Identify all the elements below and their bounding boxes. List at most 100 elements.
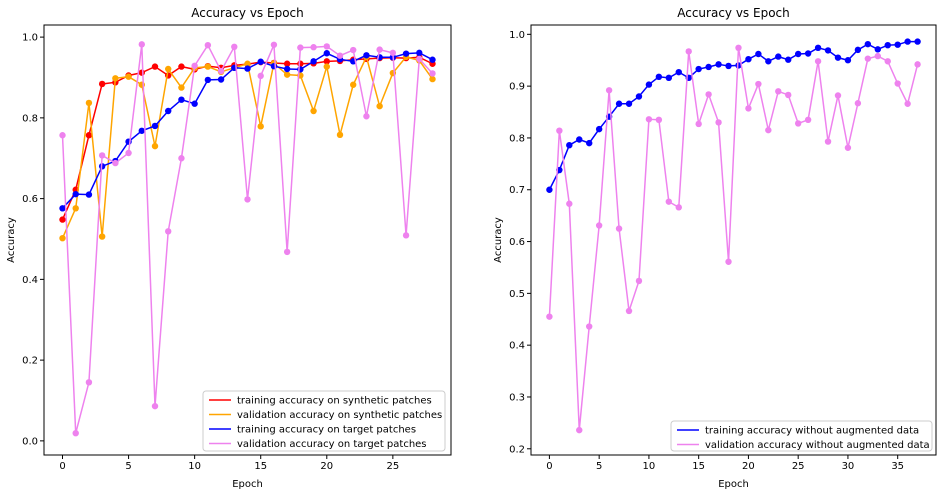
x-tick-label: 35 bbox=[891, 461, 904, 472]
data-point bbox=[257, 72, 264, 80]
data-point bbox=[336, 131, 344, 139]
data-point bbox=[429, 56, 436, 63]
y-tick-label: 0.6 bbox=[509, 237, 525, 248]
y-tick-label: 0.7 bbox=[509, 185, 525, 196]
data-point bbox=[323, 58, 330, 65]
data-point bbox=[665, 198, 673, 205]
chart-left: Accuracy vs Epoch 0 5 10 15 20 25 0.00.20.40.… bbox=[6, 6, 452, 490]
data-point bbox=[775, 88, 782, 95]
y-tick-label: 0.2 bbox=[22, 356, 38, 367]
data-point bbox=[283, 60, 291, 67]
data-point bbox=[635, 277, 643, 285]
data-point bbox=[914, 38, 921, 45]
y-tick-label: 0.0 bbox=[22, 436, 38, 447]
data-point bbox=[546, 313, 553, 320]
data-point bbox=[376, 46, 383, 53]
data-point bbox=[138, 69, 145, 76]
data-point bbox=[59, 216, 66, 223]
x-axis-label: Epoch bbox=[232, 479, 263, 490]
data-point bbox=[257, 58, 264, 65]
data-point bbox=[283, 248, 291, 256]
data-point bbox=[874, 46, 881, 53]
y-tick-label: 1.0 bbox=[22, 33, 38, 44]
data-point bbox=[824, 47, 832, 54]
data-point bbox=[310, 107, 317, 115]
chart-title: Accuracy vs Epoch bbox=[191, 6, 304, 20]
y-tick-label: 0.5 bbox=[509, 289, 525, 300]
x-axis: 0 5 10 15 20 25 30 35 bbox=[546, 455, 904, 472]
data-point bbox=[297, 60, 304, 67]
data-point bbox=[178, 96, 185, 103]
data-point bbox=[586, 139, 593, 147]
data-point bbox=[151, 142, 159, 150]
data-point bbox=[350, 46, 357, 54]
data-point bbox=[615, 100, 623, 107]
data-point bbox=[914, 61, 921, 68]
data-point bbox=[138, 127, 145, 134]
data-point bbox=[204, 41, 212, 49]
data-point bbox=[546, 186, 553, 193]
data-point bbox=[191, 62, 198, 69]
data-point bbox=[576, 136, 583, 143]
y-tick-label: 0.8 bbox=[509, 133, 525, 144]
data-point bbox=[98, 152, 106, 159]
legend: training accuracy without augmented data… bbox=[670, 420, 933, 452]
data-point bbox=[894, 41, 901, 48]
y-tick-label: 0.3 bbox=[509, 392, 525, 403]
data-point bbox=[191, 100, 198, 107]
data-point bbox=[595, 125, 603, 133]
data-point bbox=[350, 81, 357, 88]
data-point bbox=[231, 43, 238, 50]
data-point bbox=[755, 80, 762, 88]
data-point bbox=[429, 75, 436, 83]
data-point bbox=[85, 191, 93, 198]
data-point bbox=[217, 67, 225, 75]
y-tick-label: 0.8 bbox=[22, 113, 38, 124]
data-point bbox=[178, 155, 185, 162]
data-point bbox=[416, 49, 423, 57]
data-point bbox=[725, 62, 732, 70]
x-tick-label: 0 bbox=[59, 461, 65, 472]
data-point bbox=[217, 76, 225, 83]
data-point bbox=[257, 123, 264, 130]
data-point bbox=[645, 81, 653, 88]
legend-label: validation accuracy without augmented da… bbox=[705, 440, 930, 451]
data-point bbox=[854, 100, 862, 107]
data-point bbox=[685, 48, 692, 55]
data-point bbox=[85, 132, 93, 139]
data-point bbox=[695, 120, 702, 128]
y-axis-label: Accuracy bbox=[6, 217, 17, 263]
data-point bbox=[715, 61, 722, 68]
x-tick-label: 5 bbox=[596, 461, 602, 472]
x-tick-label: 20 bbox=[320, 461, 333, 472]
data-point bbox=[894, 80, 901, 87]
x-axis: 0 5 10 15 20 25 bbox=[59, 455, 399, 472]
data-point bbox=[884, 42, 891, 49]
data-point bbox=[323, 50, 330, 57]
data-point bbox=[745, 105, 752, 112]
data-point bbox=[695, 65, 702, 73]
data-point bbox=[715, 119, 722, 126]
data-point bbox=[794, 50, 802, 58]
data-point bbox=[864, 40, 872, 48]
data-point bbox=[72, 190, 79, 198]
data-point bbox=[98, 80, 106, 88]
x-tick-label: 25 bbox=[792, 461, 805, 472]
data-point bbox=[98, 233, 106, 240]
data-point bbox=[725, 258, 732, 265]
y-tick-label: 1.0 bbox=[509, 30, 525, 41]
data-point bbox=[834, 92, 842, 99]
data-point bbox=[864, 55, 872, 62]
data-point bbox=[138, 41, 145, 48]
legend-label: validation accuracy on synthetic patches bbox=[237, 410, 442, 421]
data-point bbox=[363, 113, 370, 120]
data-point bbox=[844, 57, 852, 64]
data-point bbox=[59, 205, 66, 212]
plot-area bbox=[546, 38, 921, 434]
legend-label: validation accuracy on target patches bbox=[237, 439, 427, 450]
y-tick-label: 0.4 bbox=[509, 341, 525, 352]
data-point bbox=[556, 127, 563, 134]
legend: training accuracy on synthetic patches va… bbox=[202, 390, 446, 452]
data-point bbox=[376, 102, 383, 110]
